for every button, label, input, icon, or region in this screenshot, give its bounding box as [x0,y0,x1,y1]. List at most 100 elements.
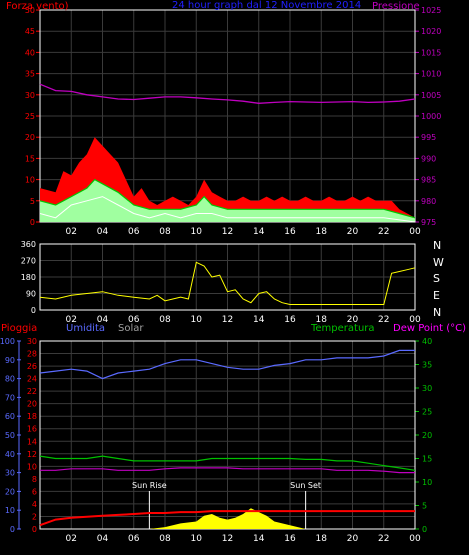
pressure-tick-label: 980 [421,197,436,206]
temperature-axis-title: Temperatura [310,323,375,334]
humidity-temperature-chart: 0102030405060708090100024681012141618202… [0,337,432,544]
x-tick-label: 02 [66,227,77,237]
direction-tick-label: 90 [26,290,36,299]
x-tick-label: 02 [66,315,77,325]
humidity-tick-label: 12 [27,450,37,459]
rain-tick-label: 100 [0,337,15,346]
x-tick-label: 02 [66,534,77,544]
humidity-tick-label: 24 [27,375,37,384]
compass-n-bottom: N [433,306,441,319]
humidity-tick-label: 8 [32,475,37,484]
humidity-tick-label: 30 [27,337,37,346]
x-tick-label: 20 [347,227,359,237]
pressure-tick-label: 990 [421,154,436,163]
wind-gust-area [40,137,415,222]
rain-axis-title: Pioggia [1,323,37,334]
sun-set-label: Sun Set [290,481,321,490]
pressure-tick-label: 1025 [421,6,441,15]
rain-tick-label: 30 [5,469,15,478]
rain-tick-label: 0 [10,525,15,534]
rain-tick-label: 20 [5,487,15,496]
x-tick-label: 18 [316,227,328,237]
x-tick-label: 18 [316,315,328,325]
rain-tick-label: 80 [5,375,15,384]
wind-speed-line [39,196,416,223]
x-tick-label: 06 [128,534,140,544]
x-tick-label: 22 [378,534,389,544]
x-tick-label: 20 [347,315,359,325]
compass-w: W [433,256,444,269]
wind-tick-label: 20 [25,133,35,142]
wind-average-line [39,178,416,219]
x-tick-label: 06 [128,315,140,325]
x-tick-label: 08 [159,227,171,237]
wind-tick-label: 5 [30,197,35,206]
x-tick-label: 10 [191,315,203,325]
humidity-tick-label: 16 [27,425,37,434]
temperature-tick-label: 35 [422,361,432,370]
x-tick-label: 14 [253,315,265,325]
temperature-tick-label: 5 [422,502,427,511]
rain-tick-label: 50 [5,431,15,440]
temperature-tick-label: 40 [422,337,432,346]
pressure-tick-label: 1015 [421,48,441,57]
x-tick-label: 00 [409,227,421,237]
temperature-tick-label: 15 [422,455,432,464]
wind-direction-chart: 0 90 180 270 360 02 04 06 08 10 12 14 16 18 20 22 00 [21,240,421,325]
humidity-tick-label: 2 [32,512,37,521]
rain-tick-label: 60 [5,412,15,421]
humidity-tick-label: 28 [27,350,37,359]
x-tick-label: 22 [378,227,389,237]
wind-tick-label: 35 [25,70,35,79]
pressure-tick-label: 1020 [421,27,441,36]
rain-tick-label: 70 [5,393,15,402]
direction-line [39,261,416,305]
wind-pressure-chart: 0510152025303540455097598098599099510001… [25,6,442,237]
pressure-tick-label: 1010 [421,70,441,79]
x-tick-label: 00 [409,315,421,325]
pressure-axis-title: Pressione [372,1,420,12]
temperature-line [39,455,416,471]
wind-average-area [40,179,415,222]
wind-tick-label: 45 [25,27,35,36]
pressure-line [39,83,416,104]
x-tick-label: 12 [222,315,233,325]
pressure-tick-label: 985 [421,176,436,185]
dewpoint-line [40,467,415,474]
x-tick-label: 08 [159,534,171,544]
humidity-tick-label: 22 [27,387,37,396]
x-tick-label: 12 [222,227,233,237]
solar-area [149,508,306,529]
wind-tick-label: 30 [25,91,35,100]
x-tick-label: 16 [284,534,296,544]
humidity-tick-label: 0 [32,525,37,534]
x-tick-label: 06 [128,227,140,237]
humidity-tick-label: 26 [27,362,37,371]
humidity-axis-title: Umidita [66,323,105,334]
pressure-tick-label: 1005 [421,91,441,100]
temperature-tick-label: 0 [422,525,427,534]
wind-tick-label: 10 [25,176,35,185]
temperature-tick-label: 20 [422,431,432,440]
direction-tick-label: 180 [21,273,36,282]
x-tick-label: 12 [222,534,233,544]
humidity-tick-label: 18 [27,412,37,421]
wind-tick-label: 50 [25,6,35,15]
x-tick-label: 10 [191,534,203,544]
x-tick-label: 14 [253,534,265,544]
compass-n-top: N [433,239,441,252]
direction-tick-label: 0 [31,306,36,315]
wind-direction-frame [39,243,416,311]
x-tick-label: 04 [97,227,109,237]
pressure-tick-label: 1000 [421,112,441,121]
graph-title: 24 hour graph dal 12 Novembre 2014 [172,0,361,11]
x-tick-label: 16 [284,315,296,325]
wind-tick-label: 0 [30,218,35,227]
x-tick-label: 10 [191,227,203,237]
rain-tick-label: 10 [5,506,15,515]
direction-tick-label: 270 [21,257,36,266]
wind-tick-label: 40 [25,48,35,57]
rain-tick-label: 90 [5,356,15,365]
humidity-tick-label: 20 [27,400,37,409]
